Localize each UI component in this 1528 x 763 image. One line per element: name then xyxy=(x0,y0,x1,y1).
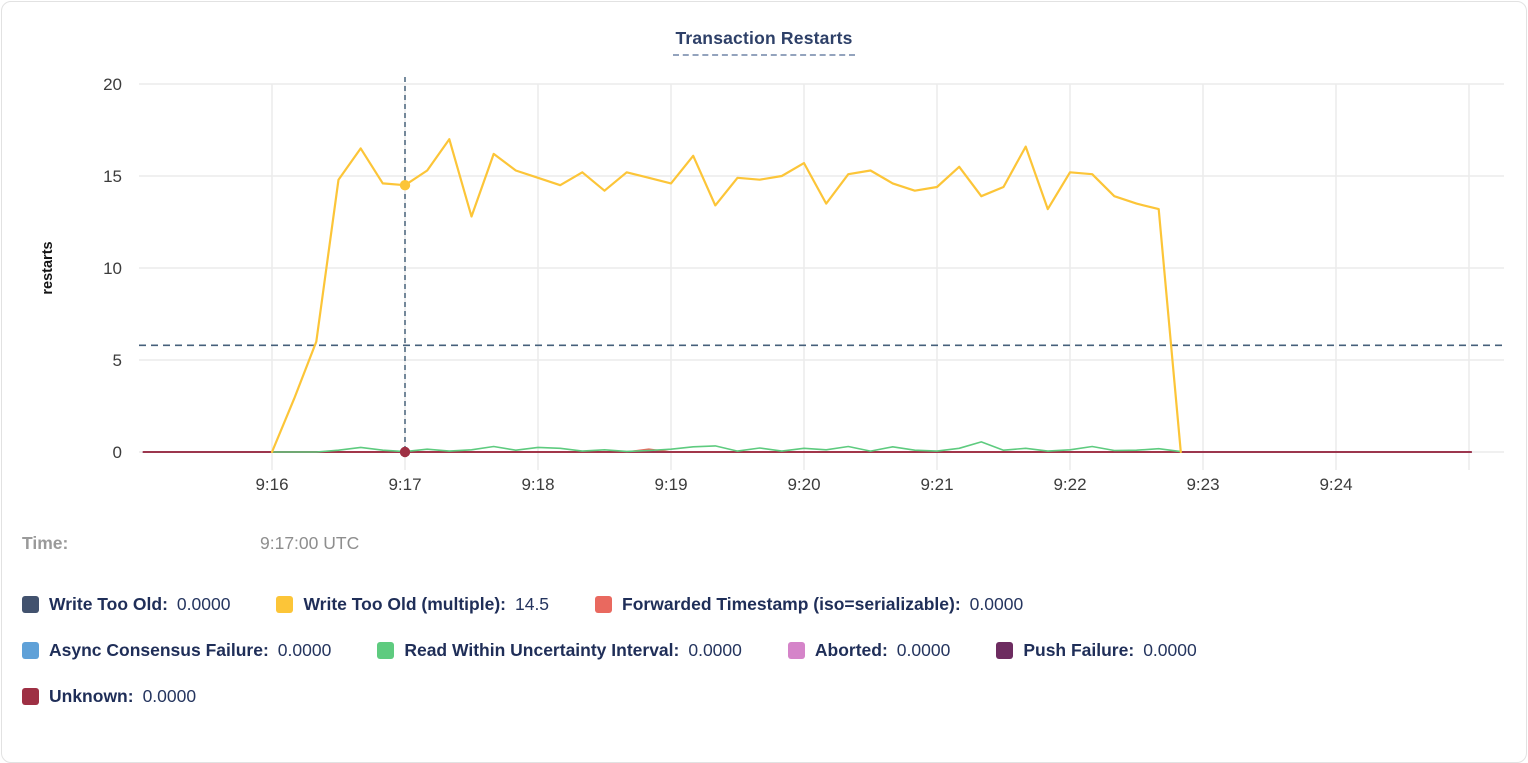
legend-swatch-async-consensus-failure xyxy=(22,641,39,659)
legend-label: Forwarded Timestamp (iso=serializable): xyxy=(622,593,961,614)
x-tick-label: 9:18 xyxy=(521,475,554,494)
gridlines xyxy=(139,83,1504,470)
legend-item-write-too-old[interactable]: Write Too Old: 0.0000 xyxy=(22,594,230,615)
x-axis-tick-labels: 9:16 9:17 9:18 9:19 9:20 9:21 9:22 9:23 9:24 xyxy=(255,475,1352,494)
legend-value: 0.0000 xyxy=(142,685,197,706)
y-axis-tick-labels: 0 5 10 15 20 xyxy=(103,75,122,462)
legend-value: 0.0000 xyxy=(688,639,742,660)
x-tick-label: 9:23 xyxy=(1186,475,1219,494)
legend-item-unknown[interactable]: Unknown: 0.0000 xyxy=(22,686,196,707)
legend-item-forwarded-timestamp-iso-serializable[interactable]: Forwarded Timestamp (iso=serializable): 0… xyxy=(595,594,1023,615)
chart-title-wrap: Transaction Restarts xyxy=(2,28,1526,56)
y-tick-label: 10 xyxy=(103,259,122,278)
legend-item-async-consensus-failure[interactable]: Async Consensus Failure: 0.0000 xyxy=(22,640,331,661)
legend-label: Unknown: xyxy=(49,685,134,706)
legend-label: Write Too Old: xyxy=(49,593,168,614)
legend-swatch-push-failure xyxy=(996,641,1014,659)
legend: Write Too Old: 0.0000 Write Too Old (multi… xyxy=(22,590,1512,728)
legend-swatch-forwarded-timestamp-iso-serializable xyxy=(595,595,613,613)
legend-value: 0.0000 xyxy=(277,639,332,660)
x-tick-label: 9:20 xyxy=(787,475,820,494)
legend-swatch-unknown xyxy=(22,687,39,705)
legend-row-3: Unknown: 0.0000 xyxy=(22,682,1512,710)
legend-row-2: Async Consensus Failure: 0.0000 Read Withi… xyxy=(22,636,1512,664)
series-line-write-too-old-multiple xyxy=(270,138,1182,454)
y-tick-label: 5 xyxy=(113,351,122,370)
tooltip-time-value: 9:17:00 UTC xyxy=(260,533,360,553)
legend-value: 0.0000 xyxy=(969,593,1024,614)
x-tick-label: 9:17 xyxy=(388,475,421,494)
y-axis-title: restarts xyxy=(40,241,56,294)
chart-title[interactable]: Transaction Restarts xyxy=(673,28,855,56)
tooltip-time-row: Time: 9:17:00 UTC xyxy=(22,533,622,557)
legend-item-push-failure[interactable]: Push Failure: 0.0000 xyxy=(996,639,1197,661)
legend-swatch-write-too-old xyxy=(22,595,39,613)
y-tick-label: 15 xyxy=(103,167,122,186)
legend-swatch-write-too-old-multiple xyxy=(276,595,294,613)
tooltip-time-label: Time: xyxy=(22,533,69,553)
x-tick-label: 9:19 xyxy=(654,475,687,494)
legend-label: Write Too Old (multiple): xyxy=(303,593,506,614)
legend-label: Push Failure: xyxy=(1023,639,1135,660)
legend-label: Async Consensus Failure: xyxy=(49,639,269,660)
legend-value: 0.0000 xyxy=(176,593,231,614)
crosshair-marker-write-too-old-multiple xyxy=(399,180,411,191)
legend-item-write-too-old-multiple[interactable]: Write Too Old (multiple): 14.5 xyxy=(276,594,549,615)
legend-label: Read Within Uncertainty Interval: xyxy=(404,639,680,660)
legend-swatch-read-within-uncertainty-interval xyxy=(377,641,395,659)
x-tick-label: 9:21 xyxy=(920,475,953,494)
legend-item-aborted[interactable]: Aborted: 0.0000 xyxy=(787,639,951,661)
series-line-read-within-uncertainty-interval xyxy=(271,441,1182,453)
legend-swatch-aborted xyxy=(787,641,805,659)
y-tick-label: 0 xyxy=(113,443,122,462)
x-tick-label: 9:22 xyxy=(1053,475,1086,494)
transaction-restarts-chart[interactable]: 0 5 10 15 20 9:16 9:17 9:18 9:19 9:20 9:21 9:22 9:23… xyxy=(2,2,1528,522)
crosshair-marker-unknown xyxy=(399,446,411,458)
legend-row-1: Write Too Old: 0.0000 Write Too Old (multi… xyxy=(22,590,1512,618)
legend-value: 14.5 xyxy=(514,593,550,614)
x-tick-label: 9:16 xyxy=(255,475,288,494)
y-tick-label: 20 xyxy=(103,75,122,94)
legend-label: Aborted: xyxy=(814,639,888,660)
legend-value: 0.0000 xyxy=(896,639,951,660)
legend-value: 0.0000 xyxy=(1143,639,1197,660)
legend-item-read-within-uncertainty-interval[interactable]: Read Within Uncertainty Interval: 0.0000 xyxy=(377,640,742,661)
x-tick-label: 9:24 xyxy=(1319,475,1352,494)
